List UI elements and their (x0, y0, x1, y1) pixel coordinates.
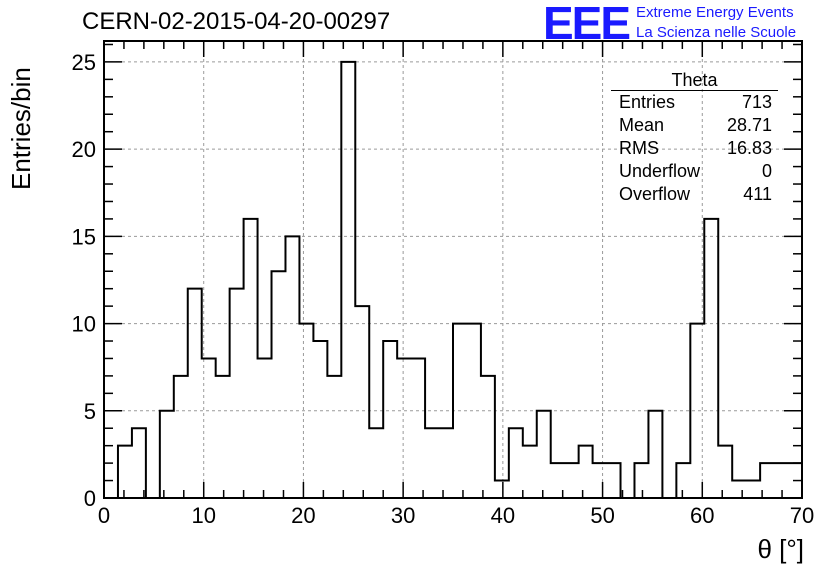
stats-value: 411 (743, 184, 772, 204)
x-tick-label: 30 (391, 503, 415, 528)
stats-label: Mean (619, 115, 665, 135)
y-tick-label: 15 (72, 224, 96, 249)
histogram-bin (439, 428, 453, 498)
stats-label: RMS (619, 138, 659, 158)
stats-value: 0 (761, 161, 772, 181)
axis-ticks (103, 41, 803, 499)
stats-value: 16.83 (726, 138, 772, 158)
histogram-bin (258, 358, 272, 498)
histogram-bin (118, 446, 132, 498)
stats-value: 28.71 (726, 115, 772, 135)
histogram-bin (523, 446, 537, 498)
histogram-bin (634, 463, 648, 498)
x-tick-label: 20 (291, 503, 315, 528)
histogram-bin (216, 376, 230, 498)
y-tick-label: 20 (72, 137, 96, 162)
logo-line-1: Extreme Energy Events (636, 4, 794, 21)
histogram-bin (383, 341, 397, 498)
histogram-bin (272, 271, 286, 498)
histogram-bin (774, 463, 788, 498)
histogram-bin (746, 481, 760, 498)
histogram-bin (537, 411, 551, 498)
y-axis-label: Entries/bin (6, 67, 36, 190)
stats-box: Theta Entries 713 Mean 28.71 RMS 16.83 U… (611, 70, 778, 206)
y-tick-label: 10 (72, 312, 96, 337)
histogram-bin (565, 463, 579, 498)
histogram-bin (313, 341, 327, 498)
histogram-bin (132, 428, 146, 498)
histogram-bin (704, 219, 718, 498)
histogram-bin (732, 481, 746, 498)
stats-label: Overflow (619, 184, 691, 204)
stats-value: 713 (741, 92, 772, 112)
histogram-bin (160, 411, 174, 498)
histogram-bin (425, 428, 439, 498)
y-tick-label: 0 (84, 486, 96, 511)
chart-title: CERN-02-2015-04-20-00297 (82, 8, 391, 35)
histogram-bin (397, 358, 411, 498)
stats-row-rms: RMS 16.83 (611, 137, 778, 160)
histogram-bin (174, 376, 188, 498)
x-tick-label: 70 (790, 503, 814, 528)
x-tick-label: 50 (590, 503, 614, 528)
histogram-bin (369, 428, 383, 498)
histogram-bin (355, 306, 369, 498)
y-tick-label: 25 (72, 50, 96, 75)
histogram-bin (495, 481, 509, 498)
logo-line-2: La Scienza nelle Scuole (636, 24, 797, 41)
x-tick-label: 10 (191, 503, 215, 528)
histogram-bin (676, 463, 690, 498)
histogram-bin (341, 62, 355, 498)
x-tick-label: 0 (98, 503, 110, 528)
stats-row-underflow: Underflow 0 (611, 160, 778, 183)
tick-labels: 0 10 20 30 40 50 60 70 0 5 10 15 20 25 (72, 50, 815, 528)
stats-label: Underflow (619, 161, 701, 181)
histogram-bin (481, 376, 495, 498)
stats-row-mean: Mean 28.71 (611, 114, 778, 137)
histogram-step-line (104, 60, 803, 499)
x-axis-label: θ [°] (757, 534, 804, 564)
stats-label: Entries (619, 92, 676, 112)
stats-row-entries: Entries 713 (611, 91, 778, 114)
eee-logo: EEE (543, 0, 631, 49)
histogram-bin (244, 219, 258, 498)
plot-frame (103, 40, 803, 499)
stats-row-overflow: Overflow 411 (611, 183, 778, 206)
x-tick-label: 40 (491, 503, 515, 528)
histogram-bin (509, 428, 523, 498)
histogram-bin (285, 236, 299, 498)
histogram-bin (411, 358, 425, 498)
x-tick-label: 60 (690, 503, 714, 528)
y-tick-label: 5 (84, 399, 96, 424)
histogram-bin (607, 463, 621, 498)
histogram-bin (579, 446, 593, 498)
histogram-bin (327, 376, 341, 498)
stats-title: Theta (611, 70, 778, 91)
histogram-bin (718, 446, 732, 498)
histogram-bin (648, 411, 662, 498)
histogram-bin (188, 289, 202, 498)
histogram-bin (230, 289, 244, 498)
histogram-bin (593, 463, 607, 498)
histogram-bin (299, 324, 313, 498)
